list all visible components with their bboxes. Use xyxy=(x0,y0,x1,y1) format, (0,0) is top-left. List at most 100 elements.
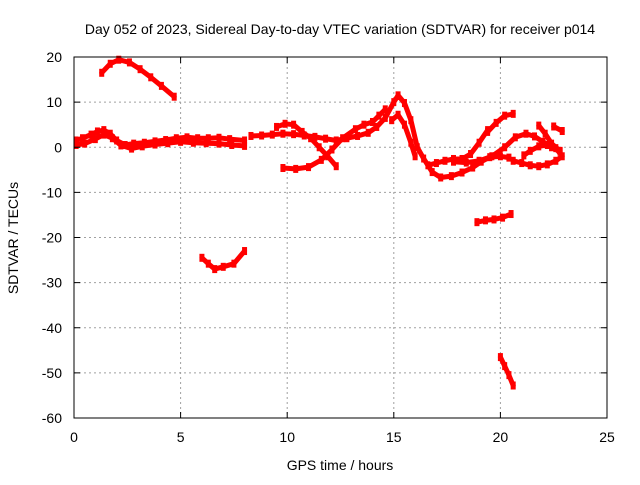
data-point xyxy=(131,139,137,148)
data-point xyxy=(152,140,158,149)
data-point xyxy=(248,131,254,140)
data-point xyxy=(474,218,480,227)
y-tick-label: 20 xyxy=(46,49,62,65)
data-point xyxy=(312,132,318,141)
data-point xyxy=(544,140,550,149)
data-point xyxy=(414,143,420,152)
data-point xyxy=(493,118,499,127)
data-point xyxy=(476,156,482,165)
series-arc-low20 xyxy=(474,210,514,227)
data-point xyxy=(557,146,563,155)
data-point xyxy=(508,210,514,219)
x-tick-label: 15 xyxy=(386,429,402,445)
data-point xyxy=(551,122,557,131)
data-point xyxy=(282,119,288,128)
data-point xyxy=(333,136,339,145)
data-point xyxy=(463,158,469,167)
data-point xyxy=(559,127,565,136)
series-arc-mid-rise xyxy=(280,105,388,173)
data-point xyxy=(506,153,512,162)
y-tick-labels: -60 -50 -40 -30 -20 -10 0 10 20 xyxy=(42,49,62,426)
data-point xyxy=(429,168,435,177)
data-point xyxy=(510,381,516,390)
data-point xyxy=(94,127,100,136)
data-point xyxy=(158,81,164,90)
data-point xyxy=(231,259,237,268)
data-point xyxy=(333,162,339,171)
y-tick-label: -50 xyxy=(42,365,62,381)
data-point xyxy=(395,91,401,100)
data-point xyxy=(527,146,533,155)
data-point xyxy=(118,141,124,150)
data-point xyxy=(506,371,512,380)
data-point xyxy=(203,139,209,148)
data-point xyxy=(382,113,388,122)
data-point xyxy=(536,142,542,151)
data-point xyxy=(536,162,542,171)
data-point xyxy=(216,133,222,142)
data-point xyxy=(412,152,418,161)
data-point xyxy=(229,140,235,149)
data-point xyxy=(542,129,548,138)
data-point xyxy=(82,139,88,148)
x-tick-label: 25 xyxy=(599,429,615,445)
data-point xyxy=(559,152,565,161)
data-point xyxy=(323,134,329,143)
data-point xyxy=(190,138,196,147)
y-tick-label: -60 xyxy=(42,410,62,426)
series-line xyxy=(485,111,516,135)
series-arc-top xyxy=(99,55,177,101)
data-point xyxy=(523,129,529,138)
series-arc-deep xyxy=(497,353,516,390)
data-point xyxy=(101,126,107,135)
data-point xyxy=(459,154,465,163)
data-point xyxy=(101,130,107,139)
data-point xyxy=(355,131,361,140)
data-point xyxy=(491,215,497,224)
series-arc-late-upper xyxy=(485,109,516,136)
data-point xyxy=(510,109,516,118)
data-point xyxy=(482,216,488,225)
data-point xyxy=(438,173,444,182)
data-point xyxy=(374,122,380,131)
data-point xyxy=(242,136,248,145)
data-point xyxy=(497,353,503,362)
data-point xyxy=(220,262,226,271)
data-point xyxy=(329,145,335,154)
y-tick-label: -10 xyxy=(42,184,62,200)
data-point xyxy=(92,135,98,144)
data-point xyxy=(199,253,205,262)
data-point xyxy=(502,143,508,152)
y-tick-label: -20 xyxy=(42,230,62,246)
data-point xyxy=(109,134,115,143)
data-point xyxy=(107,59,113,68)
data-point xyxy=(306,163,312,172)
data-point xyxy=(425,161,431,170)
series-arc-late-loop xyxy=(510,140,565,171)
data-point xyxy=(227,135,233,144)
series-line xyxy=(536,123,563,154)
data-point xyxy=(318,155,324,164)
data-point xyxy=(173,134,179,143)
series-arc-mid-hump xyxy=(274,119,339,171)
x-tick-label: 10 xyxy=(279,429,295,445)
data-point xyxy=(450,157,456,166)
data-point xyxy=(448,172,454,181)
data-point xyxy=(171,92,177,101)
data-point xyxy=(408,116,414,125)
data-point xyxy=(99,68,105,77)
data-point xyxy=(293,164,299,173)
data-point xyxy=(88,130,94,139)
x-axis-label: GPS time / hours xyxy=(287,457,394,473)
data-point xyxy=(352,125,358,134)
data-point xyxy=(519,159,525,168)
data-point xyxy=(459,168,465,177)
y-tick-label: -30 xyxy=(42,275,62,291)
data-point xyxy=(73,136,79,145)
data-point xyxy=(376,111,382,120)
gridlines xyxy=(74,57,607,418)
data-point xyxy=(274,122,280,131)
data-point xyxy=(80,134,86,143)
axis-ticks xyxy=(73,56,608,419)
